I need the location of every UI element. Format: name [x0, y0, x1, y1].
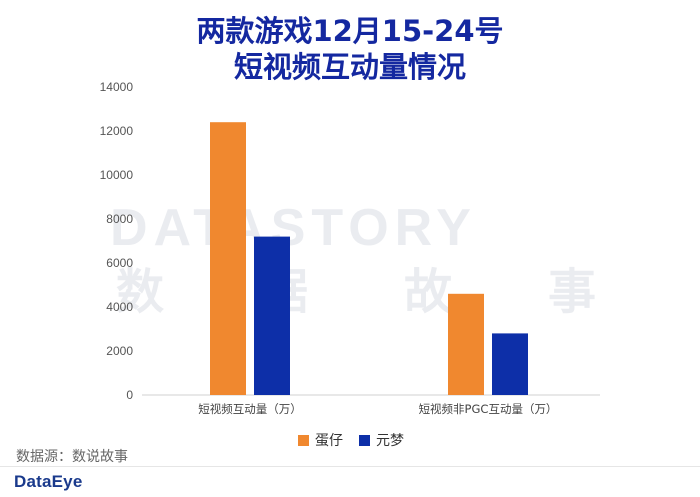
y-tick-label: 6000	[106, 256, 133, 270]
y-tick-label: 12000	[100, 124, 134, 138]
y-tick-label: 4000	[106, 300, 133, 314]
y-tick-label: 14000	[100, 80, 134, 94]
legend-swatch	[298, 434, 309, 446]
legend-item-series2: 元梦	[359, 430, 404, 450]
brand-logo: DataEye	[14, 472, 83, 491]
source-note: 数据源：数说故事	[16, 449, 128, 465]
legend-item-series1: 蛋仔	[298, 430, 343, 450]
y-tick-label: 2000	[106, 344, 133, 358]
bar-1-2	[448, 293, 484, 395]
chart-title-line1: 两款游戏12月15-24号	[196, 14, 504, 48]
bar-2-2	[492, 333, 528, 395]
bar-1-1	[210, 122, 246, 395]
y-tick-label: 8000	[106, 212, 133, 226]
x-category-label: 短视频非PGC互动量（万）	[419, 402, 558, 416]
legend-label: 元梦	[376, 433, 404, 449]
footer-bar	[0, 466, 700, 497]
y-tick-label: 0	[126, 388, 133, 402]
y-tick-label: 10000	[100, 168, 134, 182]
legend-swatch	[359, 434, 370, 446]
x-category-label: 短视频互动量（万）	[198, 402, 302, 416]
bar-2-1	[254, 236, 290, 395]
legend: 蛋仔 元梦	[298, 430, 420, 450]
legend-label: 蛋仔	[315, 433, 343, 449]
chart-title-line2: 短视频互动量情况	[233, 50, 466, 84]
